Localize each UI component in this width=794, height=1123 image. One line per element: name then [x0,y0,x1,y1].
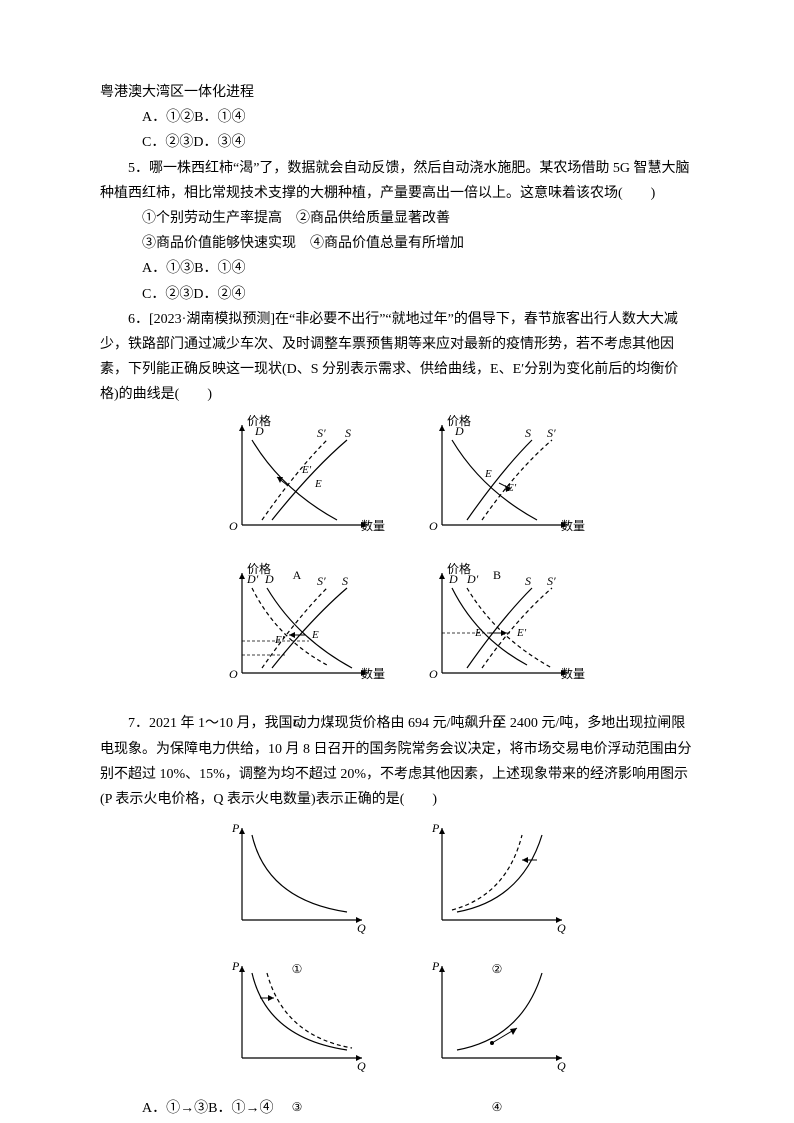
q7-label-3: ③ [222,1097,372,1119]
svg-text:P: P [431,821,440,835]
svg-text:Q: Q [557,921,566,935]
axis-y-label: 价格 [247,411,271,433]
svg-text:E: E [311,629,319,641]
svg-text:P: P [231,959,240,973]
svg-text:P: P [231,821,240,835]
q6-chart-row-1: D S′ S E′ E 价格 数量 O A D S S′ E E′ [100,415,694,555]
chart-d-label: D [417,713,577,735]
q5-option-c: C．②③D．②④ [100,282,694,307]
q7-chart-3: P Q ③ [222,958,372,1088]
q5-sub2: ③商品价值能够快速实现 ④商品价值总量有所增加 [100,231,694,256]
q5-stem: 5．哪一株西红柿“渴”了，数据就会自动反馈，然后自动浇水施肥。某农场借助 5G … [100,156,694,206]
svg-text:S′: S′ [547,426,556,440]
q6-chart-c: D′ D S′ S E′ E 价格 数量 O C [217,563,377,703]
svg-text:S: S [525,426,531,440]
origin-label: O [229,516,238,538]
q7-label-4: ④ [422,1097,572,1119]
q7-chart-2: P Q ② [422,820,572,950]
q7-chart-1: P Q ① [222,820,372,950]
q5-sub1: ①个别劳动生产率提高 ②商品供给质量显著改善 [100,206,694,231]
q4-option-a: A．①②B．①④ [100,105,694,130]
q7-chart-4: P Q ④ [422,958,572,1088]
q7-chart-row-2: P Q ③ P Q ④ [100,958,694,1088]
curve-sp-label: S′ [317,426,326,440]
svg-text:Q: Q [357,921,366,935]
intro-line: 粤港澳大湾区一体化进程 [100,80,694,105]
q6-chart-row-2: D′ D S′ S E′ E 价格 数量 O C D D′ S [100,563,694,703]
q4-option-c: C．②③D．③④ [100,130,694,155]
q7-chart-row-1: P Q ① P Q ② [100,820,694,950]
chart-c-label: C [217,713,377,735]
svg-text:P: P [431,959,440,973]
curve-s-label: S [345,426,351,440]
q7-option-a: A．①→③B．①→④ [100,1096,694,1121]
q5-option-a: A．①③B．①④ [100,256,694,281]
svg-text:Q: Q [357,1059,366,1073]
svg-text:S: S [525,574,531,588]
svg-text:S: S [342,574,348,588]
q6-chart-b: D S S′ E E′ 价格 数量 O B [417,415,577,555]
svg-text:S′: S′ [317,574,326,588]
svg-text:E′: E′ [516,627,527,639]
q6-chart-a: D S′ S E′ E 价格 数量 O A [217,415,377,555]
svg-text:E: E [484,468,492,480]
svg-text:Q: Q [557,1059,566,1073]
svg-text:S′: S′ [547,574,556,588]
q7-stem: 7．2021 年 1～10 月，我国动力煤现货价格由 694 元/吨飙升至 24… [100,711,694,812]
axis-x-label: 数量 [361,516,385,538]
q6-stem: 6．[2023·湖南模拟预测]在“非必要不出行”“就地过年”的倡导下，春节旅客出… [100,307,694,408]
svg-text:E′: E′ [274,634,285,646]
svg-text:E′: E′ [301,464,312,476]
q6-chart-d: D D′ S S′ E E′ 价格 数量 O D [417,563,577,703]
svg-text:E: E [314,478,322,490]
